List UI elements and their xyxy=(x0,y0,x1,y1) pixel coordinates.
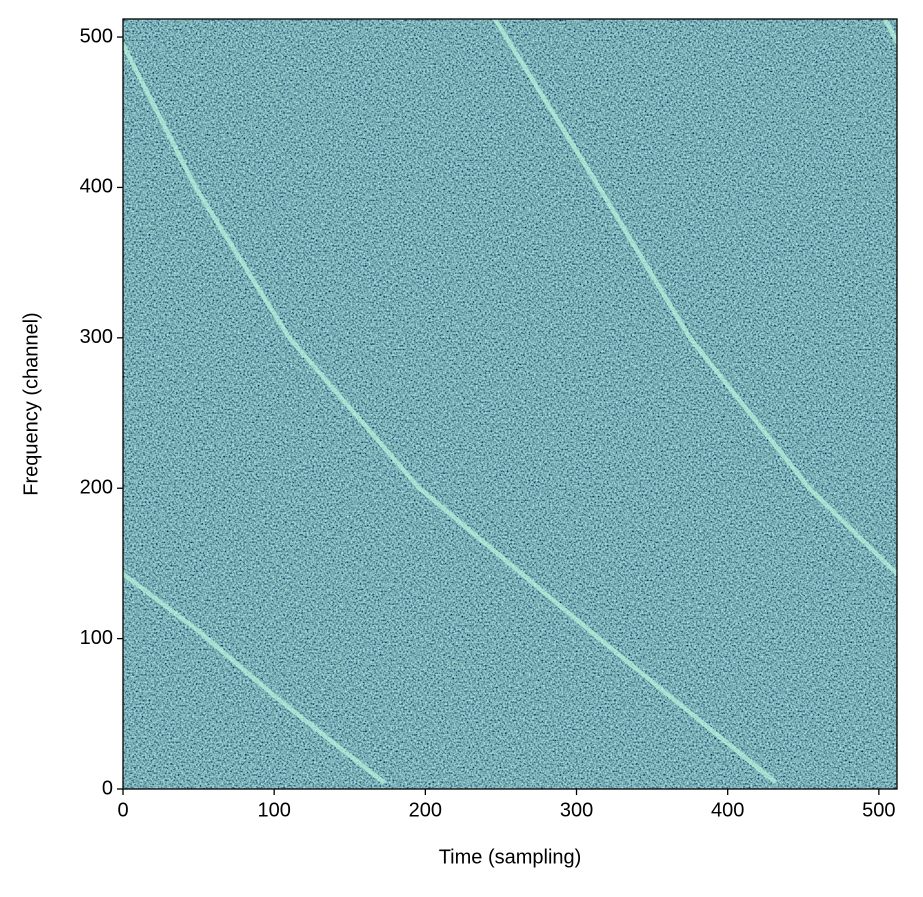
tracks xyxy=(123,19,897,784)
y-tick-label: 400 xyxy=(80,176,113,198)
x-tick-label: 400 xyxy=(711,799,744,821)
y-tick-label: 200 xyxy=(80,477,113,499)
plot-frame xyxy=(122,18,898,790)
pulse-track xyxy=(123,571,386,784)
pulse-track xyxy=(492,19,897,577)
x-tick-label: 500 xyxy=(862,799,895,821)
y-tick-label: 300 xyxy=(80,326,113,348)
y-axis-title: Frequency (channel) xyxy=(20,312,42,495)
y-tick-label: 500 xyxy=(80,25,113,47)
pulse-track xyxy=(882,19,897,44)
y-tick-label: 100 xyxy=(80,627,113,649)
x-tick-label: 0 xyxy=(117,799,128,821)
pulse-track xyxy=(123,42,777,784)
x-tick-label: 200 xyxy=(409,799,442,821)
noise-texture xyxy=(123,19,897,789)
x-tick-label: 300 xyxy=(560,799,593,821)
y-tick-label: 0 xyxy=(102,777,113,799)
x-tick-label: 100 xyxy=(257,799,290,821)
x-axis-title: Time (sampling) xyxy=(439,846,582,868)
